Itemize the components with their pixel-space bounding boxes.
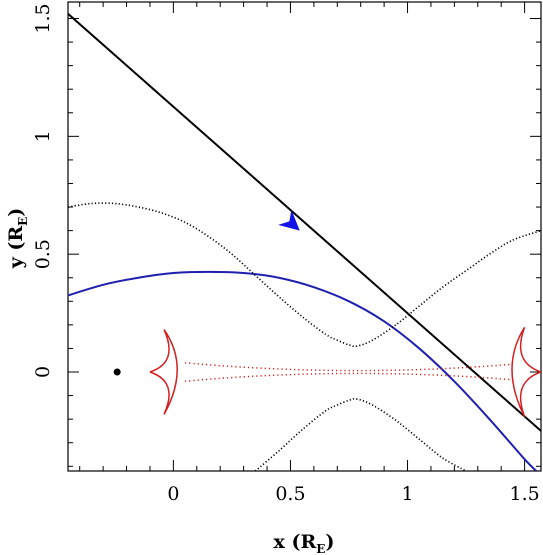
y-axis-label: y (RE) [5, 208, 30, 270]
caustic-left [149, 329, 178, 415]
x-tick-label: 1.5 [509, 483, 539, 505]
plot-frame [67, 1, 542, 472]
y-axis-label-main: y (R [5, 226, 27, 270]
y-tick-label: 0 [32, 366, 54, 378]
trajectory-line [68, 13, 541, 432]
lens-point [113, 368, 121, 376]
x-tick-label: 0.5 [275, 483, 305, 505]
y-axis-label-sub: E [16, 217, 30, 226]
x-axis-label: x (RE) [274, 531, 335, 555]
tick-labels: 0 0.5 1 1.5 0 0.5 1 1.5 [32, 3, 540, 505]
x-axis-label-sub: E [316, 542, 325, 555]
direction-arrow [278, 209, 300, 231]
dotted-curve-upper [68, 202, 541, 348]
plot-area [68, 13, 541, 471]
x-axis-label-close: ) [325, 531, 334, 553]
y-tick-label: 1 [32, 130, 54, 142]
caustic-connector [185, 372, 513, 382]
caustic-connector [185, 362, 513, 372]
caustic-right [511, 326, 541, 418]
blue-curve [68, 270, 538, 471]
dotted-curve-lower [254, 398, 467, 471]
x-tick-label: 1 [401, 483, 413, 505]
axis-ticks [68, 2, 541, 471]
x-axis-label-main: x (R [274, 531, 317, 553]
y-tick-label: 0.5 [32, 239, 54, 269]
y-tick-label: 1.5 [32, 3, 54, 33]
x-tick-label: 0 [167, 483, 179, 505]
y-axis-label-close: ) [5, 208, 27, 217]
